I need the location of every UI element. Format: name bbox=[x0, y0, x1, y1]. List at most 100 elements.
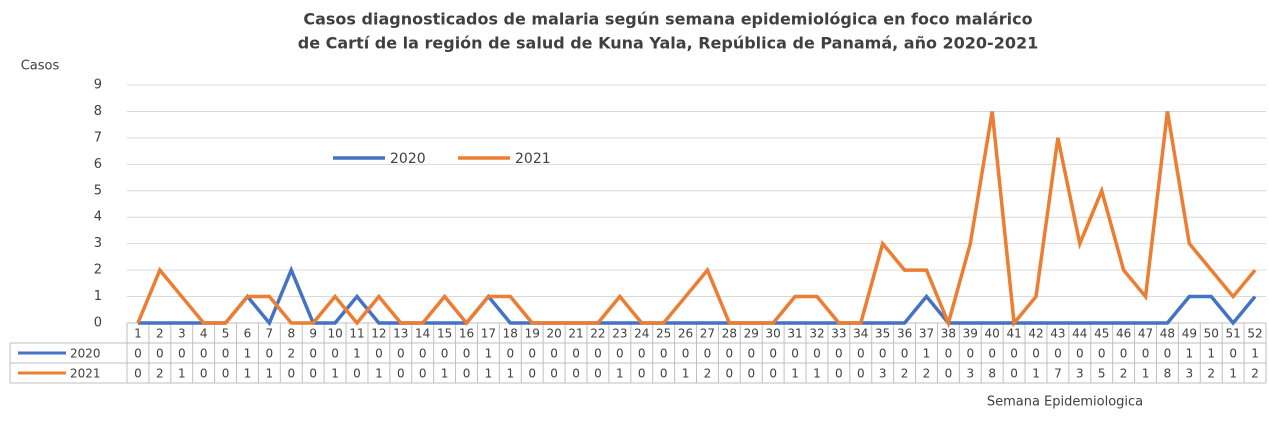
x-tick-label: 9 bbox=[309, 327, 317, 341]
line-series bbox=[136, 111, 1257, 329]
x-tick-label: 42 bbox=[1028, 327, 1043, 341]
x-tick-label: 19 bbox=[525, 327, 540, 341]
x-tick-label: 48 bbox=[1160, 327, 1175, 341]
x-tick-label: 32 bbox=[809, 327, 824, 341]
table-value: 1 bbox=[791, 367, 799, 381]
table-value: 0 bbox=[857, 347, 865, 361]
x-tick-label: 38 bbox=[941, 327, 956, 341]
x-tick-label: 12 bbox=[371, 327, 386, 341]
table-value: 0 bbox=[813, 347, 821, 361]
table-value: 1 bbox=[244, 367, 252, 381]
table-value: 1 bbox=[1032, 367, 1040, 381]
x-tick-label: 27 bbox=[700, 327, 715, 341]
table-value: 0 bbox=[397, 347, 405, 361]
x-tick-label: 6 bbox=[244, 327, 252, 341]
table-value: 2 bbox=[287, 347, 295, 361]
x-tick-label: 14 bbox=[415, 327, 430, 341]
table-value: 1 bbox=[485, 347, 493, 361]
table-value: 0 bbox=[419, 367, 427, 381]
x-tick-label: 2 bbox=[156, 327, 164, 341]
table-value: 0 bbox=[747, 367, 755, 381]
table-value: 0 bbox=[769, 367, 777, 381]
table-value: 0 bbox=[638, 347, 646, 361]
table-value: 0 bbox=[594, 367, 602, 381]
table-value: 2 bbox=[1207, 367, 1215, 381]
table-value: 0 bbox=[682, 347, 690, 361]
table-value: 1 bbox=[1207, 347, 1215, 361]
table-value: 0 bbox=[1142, 347, 1150, 361]
table-value: 0 bbox=[178, 347, 186, 361]
y-tick-label: 2 bbox=[94, 263, 102, 278]
table-value: 0 bbox=[200, 367, 208, 381]
table-value: 1 bbox=[353, 347, 361, 361]
table-value: 0 bbox=[835, 347, 843, 361]
table-value: 0 bbox=[1098, 347, 1106, 361]
table-value: 0 bbox=[528, 367, 536, 381]
table-value: 1 bbox=[244, 347, 252, 361]
table-value: 0 bbox=[1229, 347, 1237, 361]
table-value: 0 bbox=[441, 347, 449, 361]
x-tick-label: 22 bbox=[590, 327, 605, 341]
table-value: 0 bbox=[704, 347, 712, 361]
table-value: 0 bbox=[506, 347, 514, 361]
table-value: 0 bbox=[1010, 347, 1018, 361]
x-tick-label: 18 bbox=[503, 327, 518, 341]
x-axis-label: Semana Epidemiologica bbox=[987, 395, 1143, 410]
x-tick-label: 47 bbox=[1138, 327, 1153, 341]
x-tick-label: 20 bbox=[546, 327, 561, 341]
x-tick-label: 24 bbox=[634, 327, 649, 341]
x-tick-label: 34 bbox=[853, 327, 868, 341]
x-tick-label: 10 bbox=[327, 327, 342, 341]
table-value: 0 bbox=[419, 347, 427, 361]
table-value: 1 bbox=[1142, 367, 1150, 381]
x-tick-label: 16 bbox=[459, 327, 474, 341]
table-value: 3 bbox=[1186, 367, 1194, 381]
table-value: 8 bbox=[988, 367, 996, 381]
table-value: 0 bbox=[353, 367, 361, 381]
y-tick-label: 7 bbox=[94, 130, 102, 145]
y-tick-label: 9 bbox=[94, 78, 102, 93]
table-value: 0 bbox=[222, 347, 230, 361]
x-tick-label: 15 bbox=[437, 327, 452, 341]
x-tick-label: 17 bbox=[481, 327, 496, 341]
table-value: 2 bbox=[1120, 367, 1128, 381]
x-tick-label: 5 bbox=[222, 327, 230, 341]
y-axis-label: Casos bbox=[21, 59, 60, 74]
table-value: 0 bbox=[463, 367, 471, 381]
table-value: 0 bbox=[945, 347, 953, 361]
x-tick-label: 28 bbox=[722, 327, 737, 341]
table-value: 1 bbox=[1229, 367, 1237, 381]
table-value: 0 bbox=[200, 347, 208, 361]
x-tick-label: 25 bbox=[656, 327, 671, 341]
table-value: 0 bbox=[857, 367, 865, 381]
y-tick-label: 5 bbox=[94, 183, 102, 198]
legend-label: 2020 bbox=[390, 151, 426, 167]
table-value: 2 bbox=[704, 367, 712, 381]
x-tick-label: 51 bbox=[1226, 327, 1241, 341]
table-value: 0 bbox=[463, 347, 471, 361]
x-tick-label: 40 bbox=[985, 327, 1000, 341]
table-value: 0 bbox=[1076, 347, 1084, 361]
table-value: 0 bbox=[879, 347, 887, 361]
line-series bbox=[137, 265, 1257, 327]
table-value: 0 bbox=[791, 347, 799, 361]
table-value: 0 bbox=[266, 347, 274, 361]
table-value: 0 bbox=[572, 347, 580, 361]
x-tick-label: 30 bbox=[766, 327, 781, 341]
x-tick-label: 21 bbox=[568, 327, 583, 341]
x-tick-label: 46 bbox=[1116, 327, 1131, 341]
table-value: 0 bbox=[988, 347, 996, 361]
x-tick-label: 13 bbox=[393, 327, 408, 341]
table-value: 1 bbox=[485, 367, 493, 381]
table-value: 3 bbox=[966, 367, 974, 381]
table-value: 2 bbox=[901, 367, 909, 381]
table-value: 0 bbox=[966, 347, 974, 361]
table-value: 0 bbox=[616, 347, 624, 361]
x-tick-label: 7 bbox=[266, 327, 274, 341]
table-value: 0 bbox=[1120, 347, 1128, 361]
y-tick-label: 0 bbox=[94, 316, 102, 331]
table-value: 0 bbox=[375, 347, 383, 361]
table-value: 0 bbox=[528, 347, 536, 361]
table-value: 0 bbox=[550, 367, 558, 381]
